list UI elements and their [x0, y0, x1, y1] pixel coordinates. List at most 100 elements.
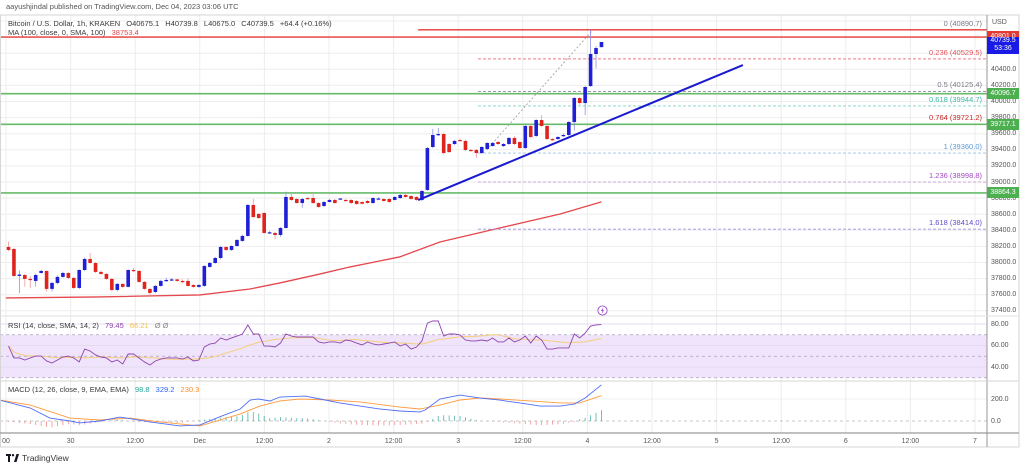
candle-body [262, 212, 266, 233]
candle-up [17, 270, 22, 294]
candle-down [441, 132, 446, 155]
candle-body [159, 280, 163, 286]
price-tick-label: 40000.0 [991, 98, 1017, 105]
price-pane[interactable] [0, 29, 987, 299]
candle-down [512, 136, 517, 145]
candle-body [518, 141, 522, 149]
candle-body [218, 246, 223, 258]
candle-body [425, 148, 430, 190]
candle-body [120, 283, 125, 287]
candle-body [240, 235, 245, 241]
candle-body [23, 274, 27, 279]
candle-body [469, 149, 473, 152]
candle-down [305, 196, 310, 200]
candle-up [490, 142, 495, 147]
time-axis-label: Dec [193, 438, 207, 445]
time-axis-label: 12:00 [901, 438, 920, 445]
macd-indicator-label[interactable]: MACD (12, 26, close, 9, EMA, EMA) [8, 385, 129, 394]
candle-body [71, 277, 76, 288]
price-tick-label: 38600.0 [991, 210, 1017, 218]
candle-body [528, 125, 533, 138]
candle-body [365, 200, 370, 204]
time-axis-label: 7 [973, 438, 977, 445]
candle-up [267, 231, 272, 234]
support-40096-tag[interactable]: 40096.7 [987, 88, 1019, 100]
candle-up [218, 245, 223, 260]
candle-body [131, 269, 136, 272]
price-tick-label: 40400.0 [991, 65, 1017, 73]
support-39717-tag[interactable]: 39717.1 [987, 118, 1019, 130]
rsi-tick-label: 80.00 [991, 320, 1009, 328]
macd-pane[interactable] [0, 384, 987, 428]
tradingview-wordmark: TradingView [22, 453, 69, 463]
candle-body [82, 258, 87, 270]
candle-up [77, 269, 82, 290]
candle-body [594, 48, 598, 55]
candle-body [316, 203, 321, 207]
candle-body [126, 269, 130, 287]
candle-down [28, 276, 33, 289]
rsi-signal-value: 66.21 [129, 321, 149, 330]
candle-up [567, 120, 571, 137]
candle-up [202, 265, 207, 287]
candle-body [180, 280, 185, 283]
candle-up [39, 269, 43, 274]
fib-level-label: 0.764 (39721.2) [929, 112, 982, 122]
candle-body [545, 125, 549, 140]
candle-down [311, 193, 315, 204]
candle-body [115, 283, 120, 290]
price-tick-label: 39000.0 [991, 178, 1017, 186]
candle-up [376, 197, 381, 200]
candle-down [262, 212, 266, 234]
rsi-legend: RSI (14, close, SMA, 14, 2) 79.45 66.21 … [8, 321, 172, 330]
last-price-tag[interactable]: 40739.5 53:36 [987, 37, 1019, 54]
candle-body [479, 146, 484, 154]
candle-down [447, 142, 451, 154]
fib-connector-line[interactable] [486, 29, 594, 151]
candle-down [349, 199, 354, 204]
bullish-trendline[interactable] [417, 64, 744, 201]
candle-up [169, 277, 174, 282]
candle-up [436, 128, 441, 137]
candle-up [588, 29, 593, 88]
lightning-icon[interactable] [597, 305, 608, 316]
candle-body [93, 262, 98, 272]
candle-body [490, 142, 495, 147]
candle-body [588, 54, 593, 87]
candle-body [256, 213, 261, 218]
candle-body [441, 134, 446, 154]
rsi-pane[interactable] [0, 320, 987, 379]
price-tag-value: 40801.0 [987, 31, 1019, 43]
candle-up [599, 41, 604, 48]
ma-indicator-label[interactable]: MA (100, close, 0, SMA, 100) [8, 28, 106, 37]
candle-down [148, 288, 152, 298]
time-axis-label: 12:00 [255, 438, 274, 445]
candle-body [463, 140, 468, 150]
candle-body [382, 198, 386, 201]
symbol-title[interactable]: Bitcoin / U.S. Dollar, 1h, KRAKEN [8, 19, 121, 28]
time-axis-label: 12:00 [514, 438, 532, 445]
bar-countdown: 53:36 [994, 45, 1012, 53]
candle-body [175, 279, 179, 281]
candle-down [273, 231, 277, 240]
tradingview-brand[interactable]: TradingView [6, 453, 69, 463]
price-tick-label: 39800.0 [991, 114, 1017, 122]
candle-body [66, 272, 71, 278]
support-38864-tag[interactable]: 38864.3 [987, 187, 1019, 199]
ohlc-low: L40675.0 [203, 19, 236, 28]
candle-up [425, 146, 430, 191]
tradingview-logo-icon [6, 454, 19, 462]
candle-up [523, 124, 528, 149]
candle-down [463, 139, 468, 152]
macd-signal-value: 230.3 [180, 385, 200, 394]
candle-up [126, 269, 130, 288]
price-tag-value: 39717.1 [990, 120, 1016, 128]
candle-body [338, 198, 343, 200]
macd-tick-label: 200.0 [991, 395, 1009, 403]
candle-down [414, 196, 419, 201]
currency-label[interactable]: USD [992, 19, 1007, 26]
rsi-indicator-label[interactable]: RSI (14, close, SMA, 14, 2) [8, 321, 99, 330]
candle-body [207, 262, 212, 267]
candle-body [539, 120, 544, 126]
